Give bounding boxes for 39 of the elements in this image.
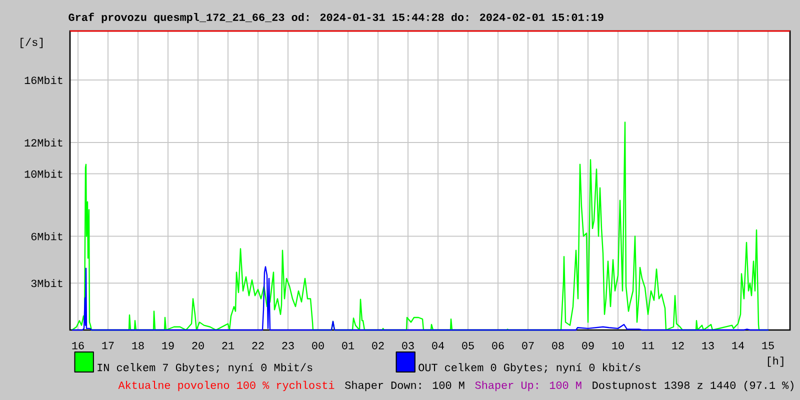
y-tick-label: 16Mbit — [24, 76, 62, 84]
x-tick-label: 17 — [102, 342, 114, 350]
x-tick-label: 18 — [132, 342, 144, 350]
y-tick-label: 12Mbit — [24, 138, 62, 147]
legend-label: OUT celkem 0 Gbytes; nyní 0 kbit/s — [418, 363, 640, 374]
y-tick-label: 3Mbit — [31, 279, 62, 288]
x-tick-label: 03 — [402, 342, 414, 350]
y-tick-label: 6Mbit — [31, 232, 62, 240]
x-tick-label: 02 — [372, 342, 384, 350]
chart-title: Graf provozu quesmpl_172_21_66_23 od: 2024-01-31 15:44:28 do: 2024-02-01 15:01:19 — [68, 12, 604, 24]
x-tick-label: 23 — [282, 342, 294, 350]
x-tick-label: 09 — [582, 342, 594, 350]
x-tick-label: 12 — [672, 342, 684, 350]
legend-label: IN celkem 7 Gbytes; nyní 0 Mbit/s — [98, 363, 312, 374]
x-tick-label: 22 — [252, 342, 264, 350]
y-tick-label: 10Mbit — [24, 170, 62, 178]
x-tick-label: 14 — [732, 342, 744, 350]
line-series — [71, 266, 770, 331]
x-tick-label: 21 — [222, 342, 234, 350]
x-tick-label: 08 — [552, 342, 564, 350]
x-tick-label: 13 — [702, 342, 714, 350]
x-tick-label: 05 — [462, 342, 474, 350]
text: Aktualne povoleno 100 % rychlosti — [118, 380, 334, 392]
x-tick-label: 19 — [162, 342, 174, 350]
x-tick-label: 16 — [72, 342, 84, 350]
x-tick-label: 00 — [312, 342, 324, 350]
x-tick-label: 11 — [642, 342, 654, 350]
x-tick-label: 06 — [492, 342, 504, 350]
y-axis-title: [/s] — [20, 38, 43, 48]
x-tick-label: 15 — [762, 342, 774, 350]
text: Shaper Up: 100 M — [475, 380, 582, 392]
x-tick-label: 07 — [522, 342, 534, 350]
x-axis-title: [h] — [768, 356, 784, 367]
text: Dostupnost 1398 z 1440 (97.1 %) — [592, 380, 794, 392]
x-tick-label: 01 — [342, 342, 354, 350]
x-tick-label: 04 — [432, 342, 444, 350]
x-tick-label: 20 — [192, 342, 204, 350]
text: Shaper Down: 100 M — [345, 380, 464, 392]
x-tick-label: 10 — [612, 342, 624, 350]
